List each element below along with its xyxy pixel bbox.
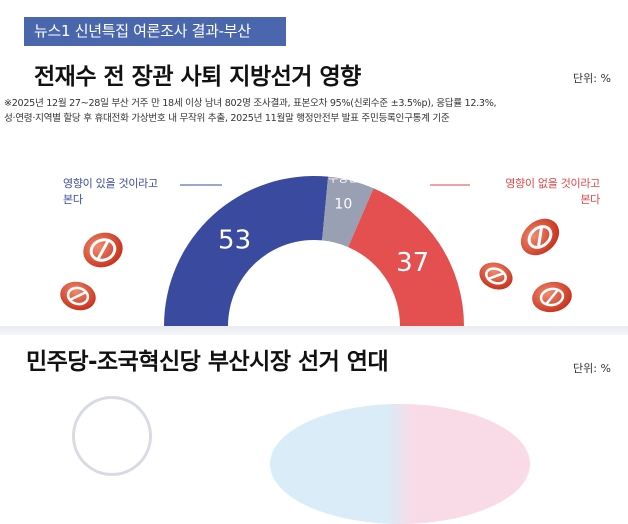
slice-label-yes: 영향이 있을 것이라고 본다 bbox=[63, 177, 158, 206]
next-chart-circle bbox=[72, 396, 152, 476]
unit-label: 단위: % bbox=[573, 72, 611, 85]
no-vote-stamp-icon bbox=[60, 281, 96, 311]
header-tag: 뉴스1 신년특집 여론조사 결과-부산 bbox=[24, 17, 286, 46]
survey-note-line-2: 성·연령·지역별 할당 후 휴대전화 가상번호 내 무작위 추출, 2025년 … bbox=[4, 113, 450, 124]
unit-label-2: 단위: % bbox=[573, 362, 611, 375]
section-divider bbox=[0, 326, 628, 335]
section2-title: 민주당-조국혁신당 부산시장 선거 연대 bbox=[26, 349, 389, 375]
slice-value-no: 37 bbox=[396, 248, 429, 278]
slice-unknown bbox=[322, 176, 374, 248]
slice-no bbox=[348, 188, 464, 326]
no-vote-stamp-icon bbox=[83, 232, 123, 268]
slice-yes bbox=[164, 176, 329, 326]
chart-title: 전재수 전 장관 사퇴 지방선거 영향 bbox=[34, 64, 361, 90]
slice-value-yes: 53 bbox=[218, 226, 251, 256]
half-donut-chart: 53 10 37 모름· 무응답 bbox=[60, 156, 572, 326]
slice-value-unknown: 10 bbox=[334, 197, 352, 213]
slice-inner-label-unknown: 모름· bbox=[331, 156, 355, 169]
no-vote-stamp-icon bbox=[520, 218, 560, 256]
no-vote-stamp-icon bbox=[479, 262, 513, 290]
no-vote-stamp-icon bbox=[532, 281, 572, 313]
next-chart-arc bbox=[270, 404, 530, 524]
survey-note-line-1: ※2025년 12월 27~28일 부산 거주 만 18세 이상 남녀 802명… bbox=[4, 98, 497, 109]
slice-label-no: 영향이 없을 것이라고 본다 bbox=[505, 177, 600, 206]
slice-inner-label-unknown: 무응답 bbox=[328, 172, 358, 185]
